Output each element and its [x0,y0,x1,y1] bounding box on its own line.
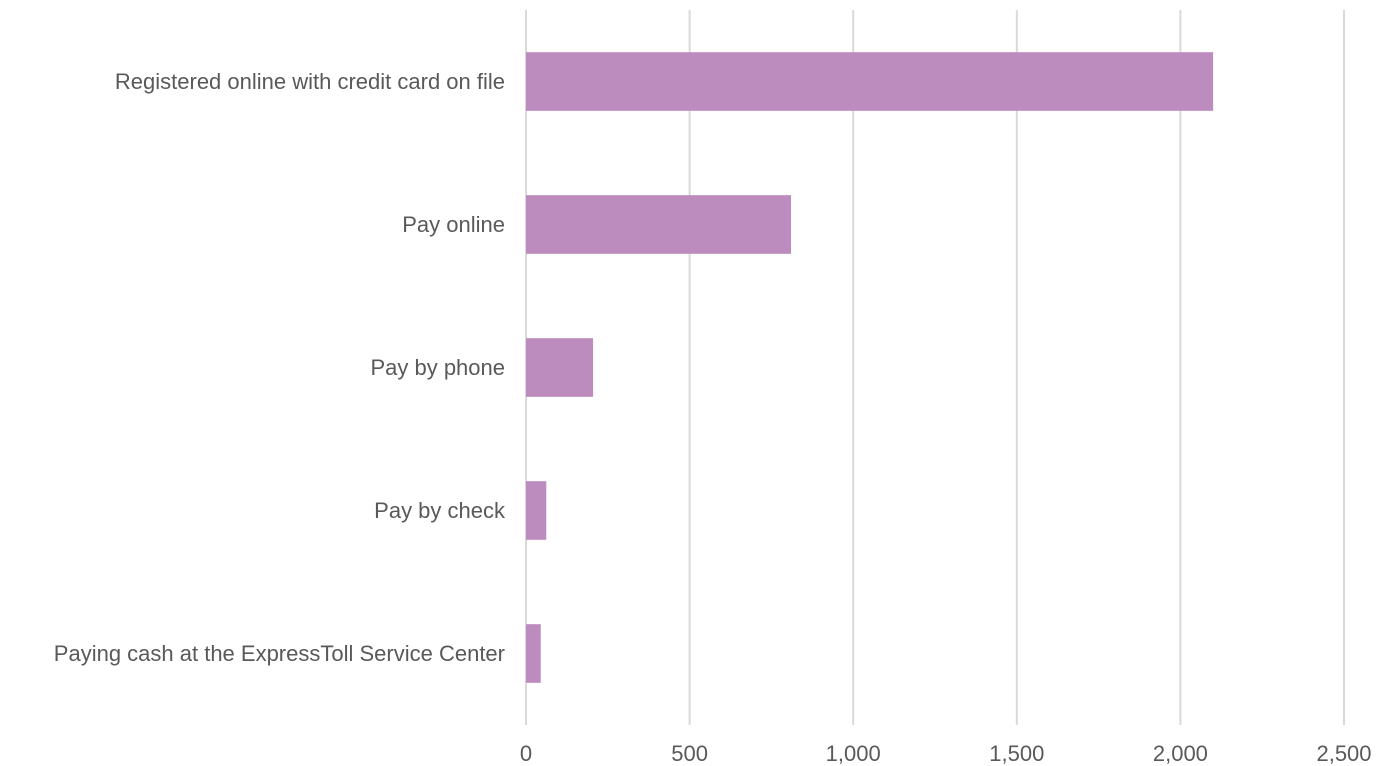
gridlines [525,10,1345,725]
bar [526,52,1214,111]
bars [526,52,1214,683]
x-tick-label: 1,500 [989,741,1044,766]
bar [526,338,594,397]
x-tick-label: 2,500 [1316,741,1371,766]
category-label: Pay online [402,212,505,237]
category-label: Registered online with credit card on fi… [115,69,505,94]
category-label: Pay by phone [370,355,505,380]
category-label: Pay by check [374,498,506,523]
category-label: Paying cash at the ExpressToll Service C… [54,641,505,666]
x-axis-tick-labels: 0 500 1,000 1,500 2,000 2,500 [520,741,1372,766]
bar [526,481,547,540]
x-tick-label: 0 [520,741,532,766]
x-tick-label: 1,000 [826,741,881,766]
bar [526,624,541,683]
bar [526,195,792,254]
x-tick-label: 500 [671,741,708,766]
category-labels: Registered online with credit card on fi… [54,69,506,666]
x-tick-label: 2,000 [1153,741,1208,766]
